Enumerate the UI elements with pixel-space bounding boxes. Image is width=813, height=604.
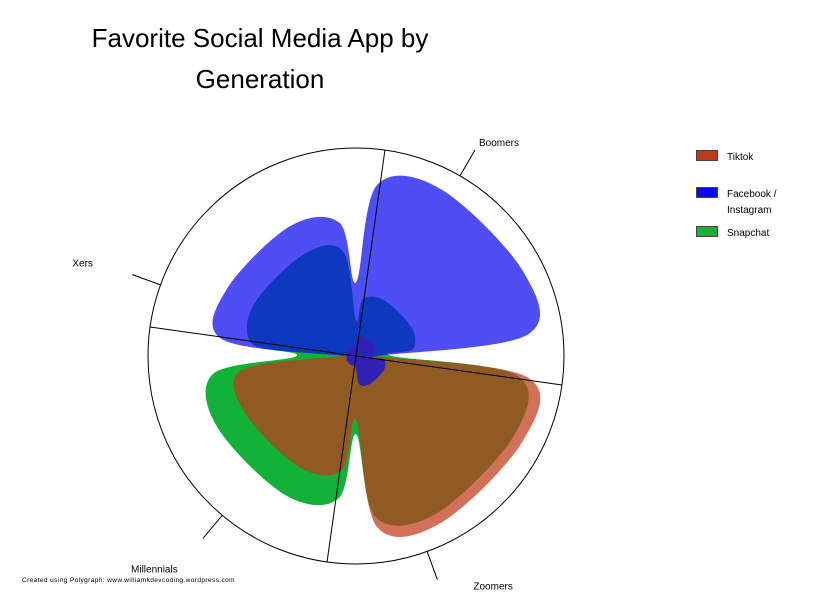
chart-title-line-1: Favorite Social Media App by bbox=[91, 23, 429, 53]
chart-title-line-2: Generation bbox=[195, 64, 325, 94]
radar-axis-line-4 bbox=[149, 326, 357, 357]
category-leader-boomers bbox=[459, 149, 476, 177]
category-label-xers: Xers bbox=[72, 259, 93, 270]
legend-swatch-tiktok bbox=[696, 150, 718, 161]
legend-swatch-snapchat bbox=[696, 226, 718, 237]
series-area-tiktok bbox=[233, 336, 541, 537]
category-leader-millennials bbox=[202, 515, 223, 539]
legend-label-tiktok: Tiktok bbox=[727, 152, 754, 163]
category-label-millennials: Millennials bbox=[131, 564, 178, 575]
radar-outer-circle bbox=[147, 147, 565, 565]
legend-swatch-facebook-instagram bbox=[696, 187, 718, 198]
series-area-facebook-instagram bbox=[212, 175, 541, 387]
radar-axis-line-1 bbox=[355, 149, 386, 357]
footer-credit: Created using Polygraph: www.williamkdev… bbox=[22, 577, 235, 584]
legend-label-snapchat: Snapchat bbox=[727, 228, 770, 239]
category-label-zoomers: Zoomers bbox=[473, 582, 512, 593]
radar-axis-line-3 bbox=[326, 355, 357, 563]
category-label-boomers: Boomers bbox=[479, 138, 519, 149]
radar-axis-line-2 bbox=[355, 355, 563, 386]
legend-label-facebook-instagram: Facebook / Instagram bbox=[727, 189, 777, 216]
category-leader-zoomers bbox=[426, 551, 438, 580]
category-leader-xers bbox=[132, 274, 161, 286]
